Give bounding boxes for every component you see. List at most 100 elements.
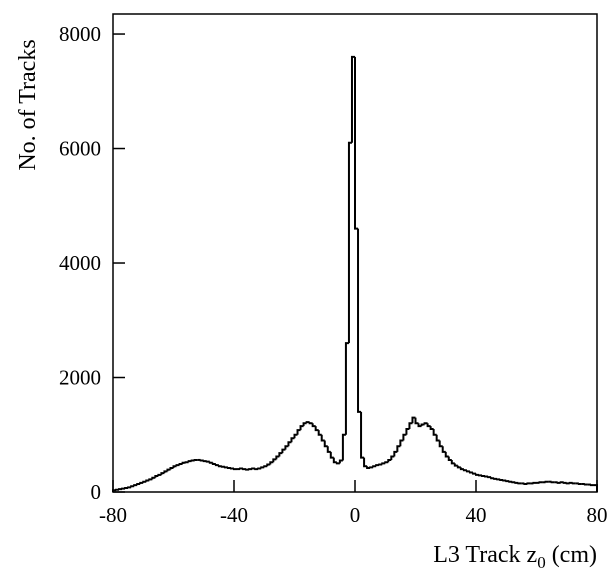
histogram-bin <box>423 422 428 425</box>
histogram-bin <box>296 429 301 435</box>
histogram-bin <box>378 463 383 466</box>
histogram-bin <box>453 463 458 467</box>
histogram-bin <box>323 440 328 448</box>
histogram-bin <box>139 481 144 484</box>
x-label-sub: 0 <box>537 553 546 572</box>
histogram-bin <box>124 486 129 489</box>
histogram-bin <box>514 481 519 484</box>
histogram-bin <box>115 488 120 491</box>
histogram-bin <box>172 465 177 468</box>
histogram-bin <box>260 466 265 469</box>
histogram-bin <box>435 434 440 442</box>
x-tick-label: -40 <box>220 503 248 527</box>
histogram-bin <box>465 470 470 473</box>
histogram-bin <box>475 473 480 476</box>
histogram-bin <box>363 457 368 468</box>
histogram-bin <box>568 481 573 484</box>
histogram-bin <box>387 458 392 463</box>
histogram-bin <box>275 455 280 460</box>
histogram-bin <box>226 466 231 469</box>
histogram-bin <box>577 482 582 485</box>
histogram-bin <box>354 56 359 230</box>
histogram-bin <box>462 469 467 472</box>
histogram-bin <box>408 422 413 430</box>
histogram-bin <box>429 426 434 431</box>
histogram-bin <box>556 481 561 484</box>
histogram-bin <box>402 433 407 441</box>
histogram-bin <box>199 459 204 462</box>
y-tick-label: 2000 <box>59 366 101 390</box>
histogram-bin <box>478 474 483 477</box>
histogram-bin <box>317 430 322 436</box>
histogram-bin <box>426 423 431 428</box>
histogram-bin <box>214 463 219 467</box>
histogram-bin <box>468 471 473 474</box>
histogram-bin <box>396 445 401 452</box>
histogram-bin <box>508 480 513 483</box>
histogram-bin <box>257 467 262 470</box>
histogram-bin <box>233 468 238 471</box>
histogram-bin <box>496 478 501 481</box>
histogram-bin <box>305 421 310 424</box>
histogram-bin <box>335 462 340 465</box>
histogram-bin <box>417 423 422 428</box>
histogram-bin <box>414 417 419 425</box>
histogram-bin <box>148 478 153 481</box>
x-label-main: L3 Track z <box>433 542 537 568</box>
histogram-bin <box>338 459 343 464</box>
histogram-bin <box>341 433 346 461</box>
histogram-bin <box>490 477 495 480</box>
x-tick-label: 40 <box>466 503 487 527</box>
histogram-bin <box>299 425 304 431</box>
histogram-bin <box>375 464 380 467</box>
histogram-bin <box>562 481 567 484</box>
histogram-bin <box>181 461 186 464</box>
histogram-bin <box>229 467 234 470</box>
histogram-bin <box>130 485 135 488</box>
histogram-bin <box>329 451 334 459</box>
histogram-bin <box>169 466 174 470</box>
x-tick-label: 80 <box>587 503 608 527</box>
histogram-bin <box>484 475 489 478</box>
histogram-bin <box>438 440 443 448</box>
histogram-bin <box>272 458 277 463</box>
histogram-bin <box>136 482 141 486</box>
histogram-bin <box>593 484 598 492</box>
histogram-bin <box>187 460 192 463</box>
histogram-bin <box>242 468 247 471</box>
histogram-bin <box>211 462 216 465</box>
histogram-bin <box>399 439 404 447</box>
histogram-bin <box>217 465 222 468</box>
histogram-bin <box>523 482 528 485</box>
histogram-bin <box>447 456 452 461</box>
histogram-bin <box>405 428 410 435</box>
histogram-bin <box>223 466 228 469</box>
y-tick-label: 8000 <box>59 22 101 46</box>
histogram-bin <box>269 461 274 465</box>
histogram-bin <box>544 480 549 483</box>
histogram-bin <box>314 426 319 432</box>
x-axis-label: L3 Track z0 (cm) <box>433 542 597 572</box>
histogram-bin <box>281 448 286 454</box>
histogram-bin <box>350 55 355 143</box>
histogram-bin <box>456 465 461 469</box>
histogram-bin <box>278 452 283 457</box>
histogram-bin <box>308 422 313 425</box>
histogram-bin <box>384 461 389 464</box>
histogram-bin <box>151 476 156 480</box>
histogram-bin <box>205 460 210 463</box>
histogram-bin <box>266 463 271 467</box>
histogram-bin <box>360 411 365 459</box>
y-tick-label: 0 <box>91 480 102 504</box>
histogram-bin <box>166 468 171 472</box>
histogram-bin <box>202 460 207 463</box>
histogram-bin <box>369 466 374 469</box>
histogram-bin <box>208 461 213 464</box>
histogram-bin <box>251 467 256 470</box>
x-tick-label: 0 <box>350 503 361 527</box>
histogram-bin <box>505 480 510 483</box>
histogram-bin <box>239 467 244 470</box>
histogram-bin <box>502 479 507 482</box>
histogram-bin <box>326 446 331 453</box>
